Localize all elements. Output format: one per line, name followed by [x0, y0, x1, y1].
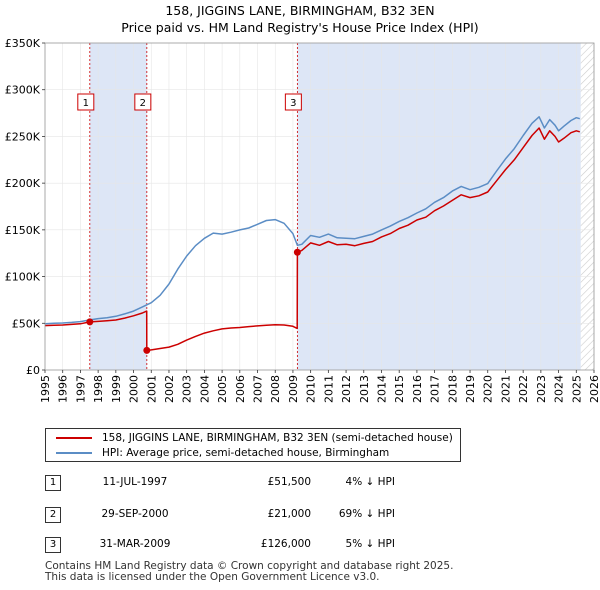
transaction-hpi-diff: 69% ↓ HPI — [338, 508, 395, 520]
x-tick-label: 2026 — [588, 375, 600, 403]
x-tick-label: 2018 — [446, 375, 459, 403]
transaction-number: 3 — [45, 537, 61, 553]
x-tick-label: 1995 — [39, 375, 52, 403]
transaction-number: 1 — [45, 475, 61, 491]
transaction-date: 29-SEP-2000 — [101, 508, 169, 520]
chart-subtitle: Price paid vs. HM Land Registry's House … — [121, 20, 479, 35]
sale-point — [293, 248, 301, 256]
footer-copyright: Contains HM Land Registry data © Crown c… — [45, 560, 454, 572]
x-tick-label: 1996 — [57, 375, 70, 403]
x-tick-label: 2021 — [499, 375, 512, 403]
x-tick-label: 2008 — [269, 375, 282, 403]
y-tick-label: £100K — [5, 271, 41, 284]
legend-item-hpi: HPI: Average price, semi-detached house,… — [56, 446, 389, 460]
x-tick-label: 2000 — [128, 375, 141, 403]
marker-box — [284, 93, 302, 111]
x-tick-label: 2025 — [570, 375, 583, 403]
chart-title: 158, JIGGINS LANE, BIRMINGHAM, B32 3EN — [165, 3, 435, 18]
marker-label-box: 2 — [134, 93, 152, 111]
transaction-row: 2 29-SEP-2000 £21,000 69% ↓ HPI — [45, 507, 395, 523]
transaction-price: £51,500 — [267, 476, 311, 488]
transaction-price: £126,000 — [260, 538, 311, 550]
x-tick-label: 2006 — [234, 375, 247, 403]
x-tick-label: 2002 — [163, 375, 176, 403]
x-tick-label: 2007 — [252, 375, 265, 403]
transaction-row: 3 31-MAR-2009 £126,000 5% ↓ HPI — [45, 537, 395, 553]
marker-label: 3 — [290, 98, 296, 109]
transaction-row: 1 11-JUL-1997 £51,500 4% ↓ HPI — [45, 475, 395, 491]
transaction-hpi-diff: 5% ↓ HPI — [345, 538, 395, 550]
y-tick-label: £200K — [5, 177, 41, 190]
y-tick-label: £150K — [5, 224, 41, 237]
transaction-hpi-diff: 4% ↓ HPI — [345, 476, 395, 488]
footer-licence: This data is licensed under the Open Gov… — [45, 571, 380, 583]
property-price-line — [44, 127, 581, 352]
hpi-line — [44, 116, 581, 325]
x-tick-label: 2014 — [375, 375, 388, 403]
legend-swatch-property — [56, 437, 92, 439]
x-tick-label: 2003 — [181, 375, 194, 403]
legend-swatch-hpi — [56, 452, 92, 454]
y-tick-label: £350K — [5, 37, 41, 50]
price-chart: 1 2 3 £0 £50K £100K £150K £200K £250K £300K £350K 1… — [5, 37, 600, 403]
marker-box — [77, 93, 95, 111]
x-tick-label: 2009 — [287, 375, 300, 403]
transaction-number: 2 — [45, 507, 61, 523]
marker-label: 2 — [140, 98, 146, 109]
y-tick-label: £250K — [5, 130, 41, 143]
x-tick-label: 2016 — [411, 375, 424, 403]
x-tick-label: 1997 — [74, 375, 87, 403]
x-tick-label: 2012 — [340, 375, 353, 403]
y-tick-label: £0 — [26, 364, 40, 377]
marker-label: 1 — [83, 98, 89, 109]
sale-point — [143, 346, 151, 354]
x-tick-label: 2015 — [393, 375, 406, 403]
sale-point — [86, 318, 94, 326]
marker-box — [134, 93, 152, 111]
x-tick-label: 2013 — [358, 375, 371, 403]
y-tick-label: £300K — [5, 84, 41, 97]
x-tick-label: 2023 — [535, 375, 548, 403]
x-tick-label: 2022 — [517, 375, 530, 403]
transaction-price: £21,000 — [267, 508, 311, 520]
footer: Contains HM Land Registry data © Crown c… — [45, 561, 453, 583]
x-tick-label: 1999 — [110, 375, 123, 403]
legend-item-property: 158, JIGGINS LANE, BIRMINGHAM, B32 3EN (… — [56, 431, 453, 445]
x-tick-label: 2010 — [305, 375, 318, 403]
x-tick-label: 2011 — [322, 375, 335, 403]
x-tick-label: 2024 — [553, 375, 566, 403]
transaction-date: 31-MAR-2009 — [99, 538, 171, 550]
legend: 158, JIGGINS LANE, BIRMINGHAM, B32 3EN (… — [45, 428, 461, 462]
x-tick-label: 1998 — [92, 375, 105, 403]
marker-label-box: 3 — [284, 93, 302, 111]
x-tick-label: 2005 — [216, 375, 229, 403]
legend-label-property: 158, JIGGINS LANE, BIRMINGHAM, B32 3EN (… — [102, 432, 453, 444]
plot-frame — [44, 42, 595, 371]
ownership-shade — [297, 43, 581, 370]
marker-label-box: 1 — [77, 93, 95, 111]
x-tick-label: 2020 — [482, 375, 495, 403]
x-tick-label: 2017 — [429, 375, 442, 403]
legend-label-hpi: HPI: Average price, semi-detached house,… — [102, 447, 390, 459]
future-hatch — [580, 43, 594, 370]
x-tick-label: 2001 — [145, 375, 158, 403]
x-tick-label: 2019 — [464, 375, 477, 403]
y-tick-label: £50K — [12, 317, 41, 330]
transaction-date: 11-JUL-1997 — [102, 476, 168, 488]
x-tick-label: 2004 — [198, 375, 211, 403]
